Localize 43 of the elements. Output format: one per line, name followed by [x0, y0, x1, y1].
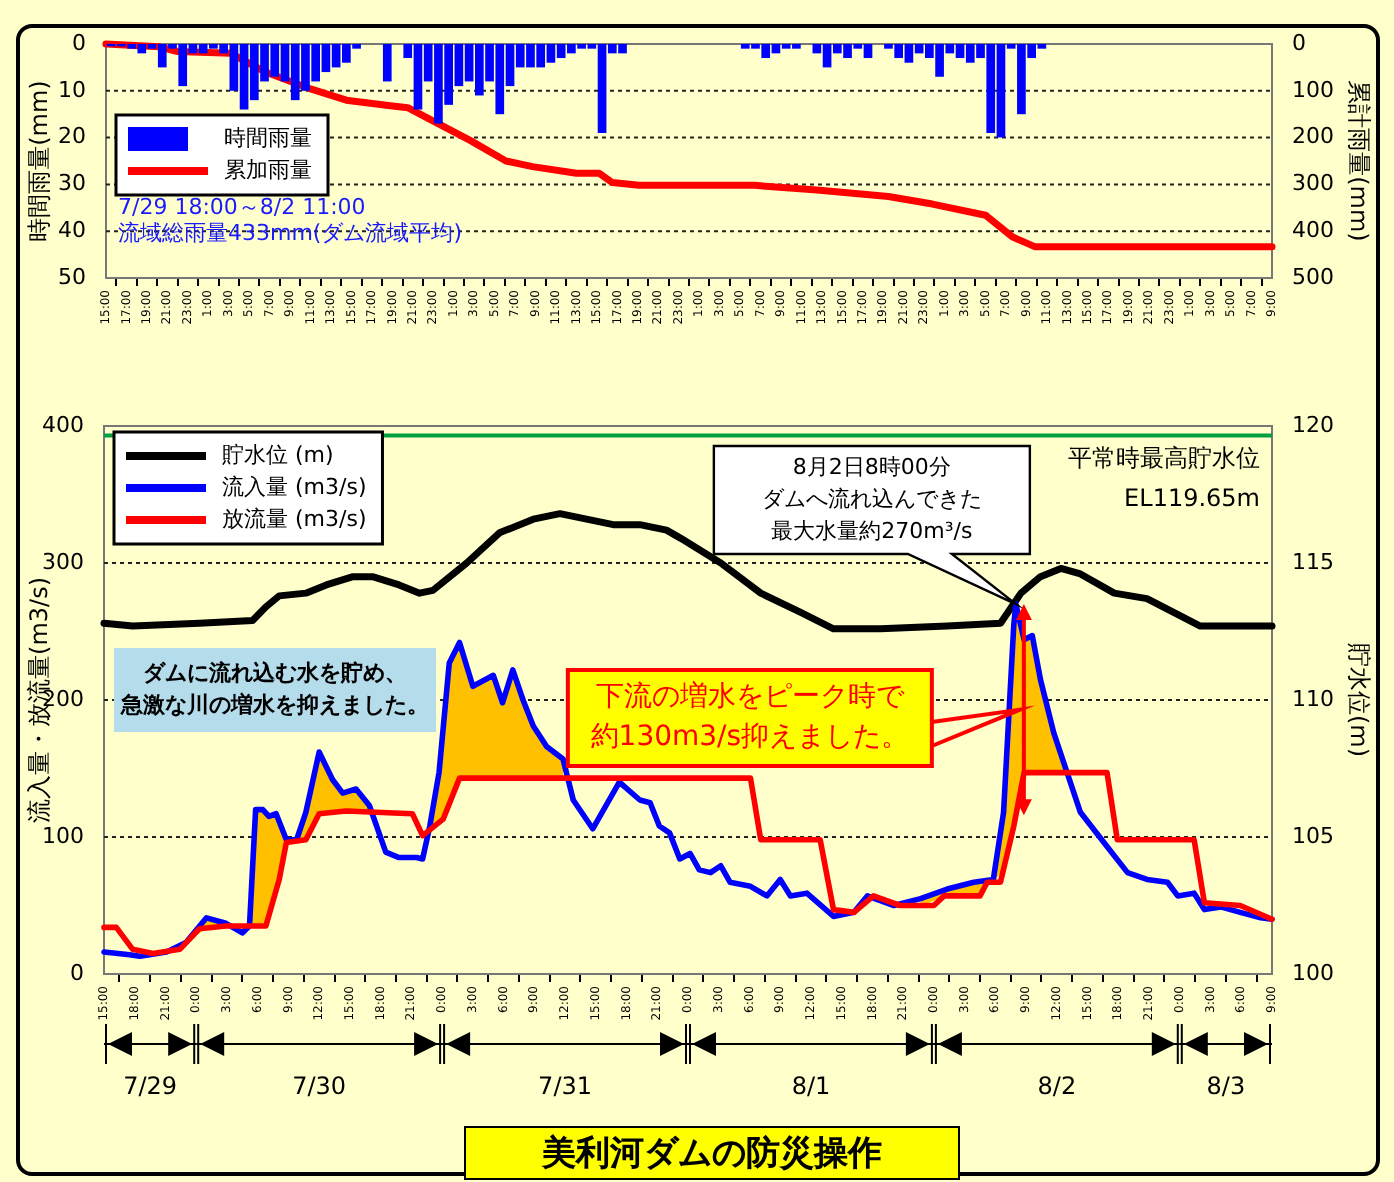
annotation: 8月2日8時00分ダムへ流れ込んできた最大水量約270m³/s [761, 453, 982, 544]
y2-tick-label: 300 [1292, 170, 1334, 197]
legend-label: 流入量 (m3/s) [222, 473, 367, 500]
y-tick-label: 400 [42, 411, 84, 438]
y-tick-label: 50 [58, 263, 86, 290]
text: 美利河ダムの防災操作 [464, 1126, 960, 1180]
y-axis-title: 時間雨量(mm) [24, 80, 53, 242]
y-tick-label: 300 [42, 548, 84, 575]
y2-tick-label: 0 [1292, 29, 1306, 56]
text: 7/31 [538, 1072, 593, 1101]
y2-axis-title: 貯水位(m) [1345, 642, 1374, 758]
annotation: 下流の増水をピーク時で約130m3/s抑えました。 [590, 679, 910, 754]
y2-tick-label: 115 [1292, 548, 1334, 575]
y2-tick-label: 100 [1292, 76, 1334, 103]
text: 7/30 [292, 1072, 347, 1101]
y-tick-label: 100 [42, 822, 84, 849]
legend-label: 放流量 (m3/s) [222, 505, 367, 532]
y-tick-label: 0 [70, 959, 84, 986]
y2-tick-label: 105 [1292, 822, 1334, 849]
legend-label: 時間雨量 [224, 124, 312, 151]
y2-tick-label: 200 [1292, 123, 1334, 150]
legend-label: 貯水位 (m) [222, 441, 334, 468]
text: 8/3 [1206, 1072, 1246, 1101]
y2-tick-label: 500 [1292, 263, 1334, 290]
y2-tick-label: 110 [1292, 685, 1334, 712]
y2-tick-label: 100 [1292, 959, 1334, 986]
annotation: 7/29 18:00～8/2 11:00 [118, 193, 366, 220]
text: 7/29 [123, 1072, 178, 1101]
y-tick-label: 30 [58, 170, 86, 197]
y-tick-label: 10 [58, 76, 86, 103]
y2-tick-label: 120 [1292, 411, 1334, 438]
y2-tick-label: 400 [1292, 216, 1334, 243]
annotation: 流域総雨量433mm(ダム流域平均) [118, 219, 463, 246]
bar [382, 44, 392, 82]
y2-axis-title: 累計雨量(mm) [1345, 80, 1374, 242]
y-tick-label: 40 [58, 216, 86, 243]
text: 8/1 [791, 1072, 831, 1101]
y-tick-label: 0 [72, 29, 86, 56]
annotation: ダムに流れ込む水を貯め、急激な川の増水を抑えました。 [119, 659, 429, 718]
legend-label: 累加雨量 [224, 156, 312, 183]
text: 8/2 [1037, 1072, 1077, 1101]
y-tick-label: 20 [58, 123, 86, 150]
ref-line-label: 平常時最高貯水位 EL119.65m [1068, 443, 1260, 512]
